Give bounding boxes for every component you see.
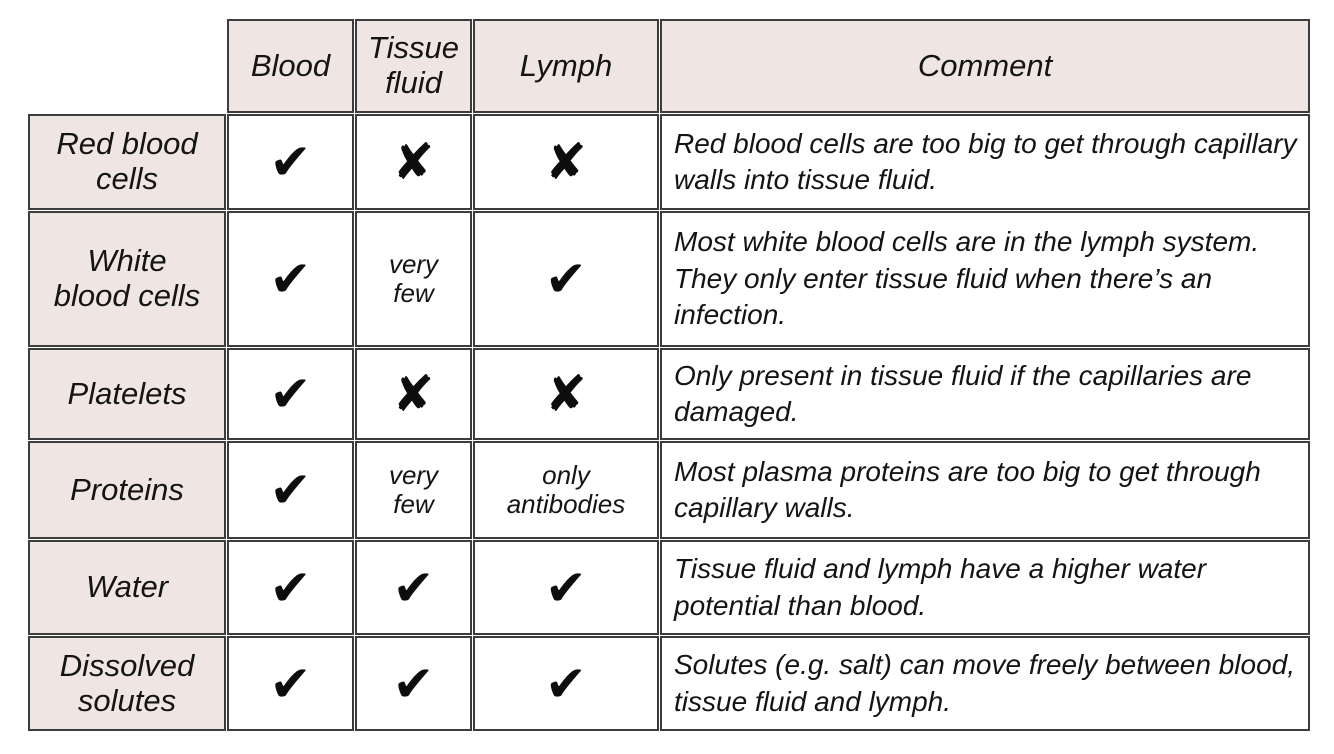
check-icon: ✔ bbox=[227, 441, 354, 539]
comment-cell: Most plasma proteins are too big to get … bbox=[660, 441, 1310, 539]
table-row-dissolved-solutes: Dissolved solutes ✔ ✔ ✔ Solutes (e.g. sa… bbox=[28, 636, 1310, 731]
comment-cell: Tissue fluid and lymph have a higher wat… bbox=[660, 540, 1310, 635]
check-icon: ✔ bbox=[473, 211, 659, 347]
row-header: White blood cells bbox=[28, 211, 226, 347]
check-icon: ✔ bbox=[355, 636, 472, 731]
cross-icon: ✘ bbox=[473, 348, 659, 440]
row-header: Dissolved solutes bbox=[28, 636, 226, 731]
row-header: Platelets bbox=[28, 348, 226, 440]
check-icon: ✔ bbox=[227, 540, 354, 635]
lymph-status-cell: only antibodies bbox=[473, 441, 659, 539]
column-header-blood: Blood bbox=[227, 19, 354, 113]
row-header: Red blood cells bbox=[28, 114, 226, 210]
row-header: Proteins bbox=[28, 441, 226, 539]
column-header-tissue-fluid: Tissue fluid bbox=[355, 19, 472, 113]
cross-icon: ✘ bbox=[473, 114, 659, 210]
check-icon: ✔ bbox=[473, 540, 659, 635]
header-row: Blood Tissue fluid Lymph Comment bbox=[28, 19, 1310, 113]
corner-blank-cell bbox=[28, 19, 226, 113]
row-header: Water bbox=[28, 540, 226, 635]
check-icon: ✔ bbox=[473, 636, 659, 731]
check-icon: ✔ bbox=[227, 114, 354, 210]
comment-cell: Solutes (e.g. salt) can move freely betw… bbox=[660, 636, 1310, 731]
check-icon: ✔ bbox=[227, 348, 354, 440]
comment-cell: Only present in tissue fluid if the capi… bbox=[660, 348, 1310, 440]
tissue-fluid-status-cell: very few bbox=[355, 441, 472, 539]
check-icon: ✔ bbox=[355, 540, 472, 635]
tissue-fluid-status-cell: very few bbox=[355, 211, 472, 347]
table-row-water: Water ✔ ✔ ✔ Tissue fluid and lymph have … bbox=[28, 540, 1310, 635]
table-row-white-blood-cells: White blood cells ✔ very few ✔ Most whit… bbox=[28, 211, 1310, 347]
column-header-lymph: Lymph bbox=[473, 19, 659, 113]
table-row-red-blood-cells: Red blood cells ✔ ✘ ✘ Red blood cells ar… bbox=[28, 114, 1310, 210]
check-icon: ✔ bbox=[227, 211, 354, 347]
check-icon: ✔ bbox=[227, 636, 354, 731]
comment-cell: Red blood cells are too big to get throu… bbox=[660, 114, 1310, 210]
column-header-comment: Comment bbox=[660, 19, 1310, 113]
table-row-proteins: Proteins ✔ very few only antibodies Most… bbox=[28, 441, 1310, 539]
comment-cell: Most white blood cells are in the lymph … bbox=[660, 211, 1310, 347]
cross-icon: ✘ bbox=[355, 114, 472, 210]
cross-icon: ✘ bbox=[355, 348, 472, 440]
comparison-table: Blood Tissue fluid Lymph Comment Red blo… bbox=[27, 18, 1311, 732]
table-row-platelets: Platelets ✔ ✘ ✘ Only present in tissue f… bbox=[28, 348, 1310, 440]
